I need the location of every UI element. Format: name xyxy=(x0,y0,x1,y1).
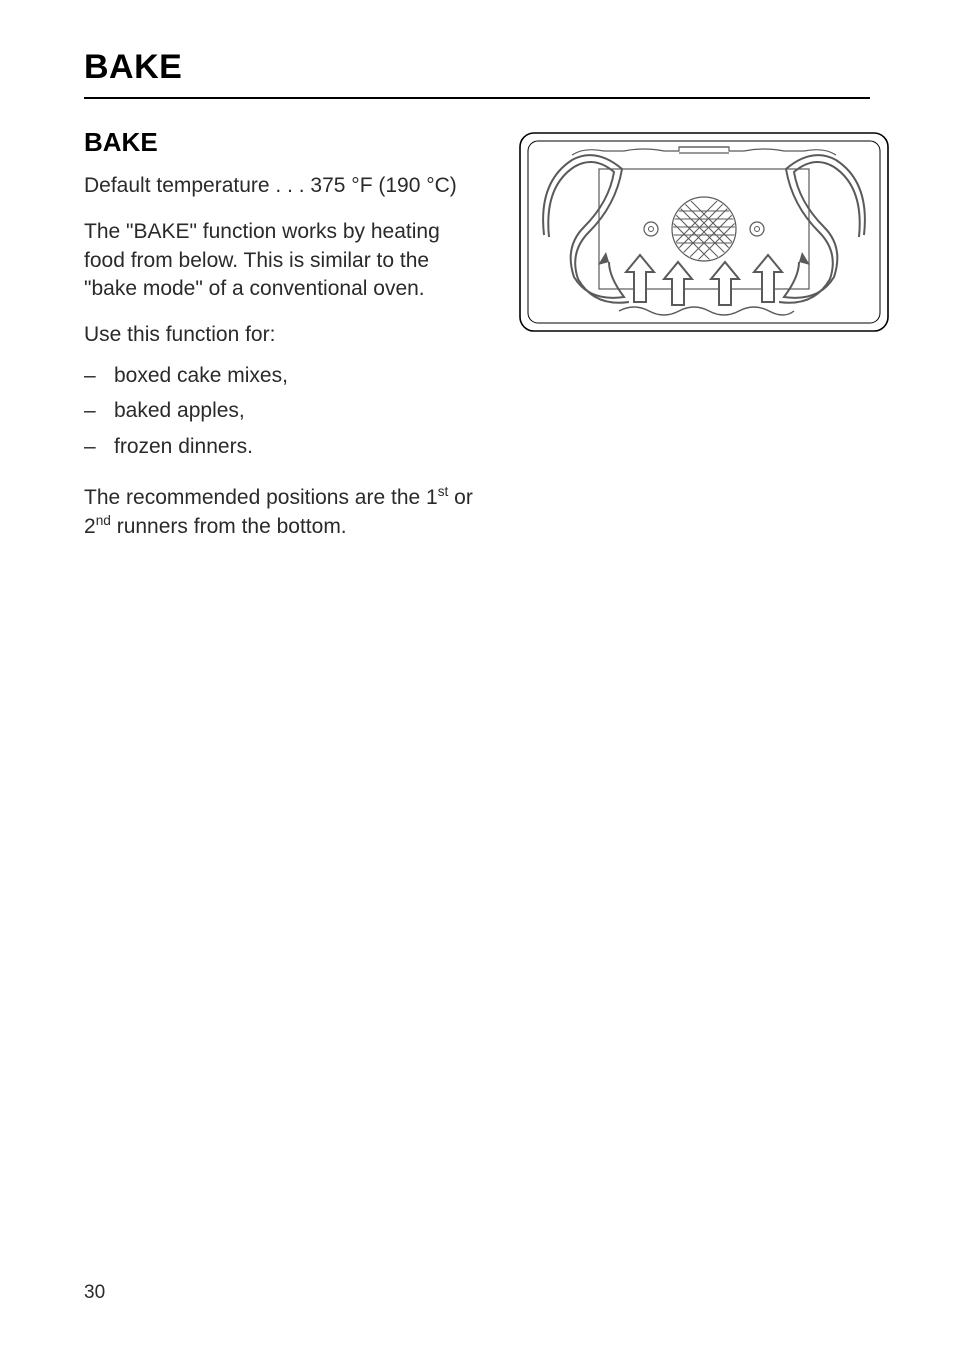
page: BAKE BAKE Default temperature . . . 375 … xyxy=(0,0,954,1352)
chapter-title: BAKE xyxy=(84,48,870,99)
rec-text: runners from the bottom. xyxy=(111,515,347,538)
list-item: boxed cake mixes, xyxy=(84,358,484,394)
list-item: baked apples, xyxy=(84,393,484,429)
function-description: The "BAKE" function works by heating foo… xyxy=(84,218,484,303)
left-column: BAKE Default temperature . . . 375 °F (1… xyxy=(84,127,484,559)
oven-diagram xyxy=(514,127,894,337)
section-heading: BAKE xyxy=(84,127,484,158)
superscript: st xyxy=(438,484,449,499)
page-number: 30 xyxy=(84,1282,105,1304)
superscript: nd xyxy=(96,513,111,528)
use-for-list: boxed cake mixes, baked apples, frozen d… xyxy=(84,358,484,465)
list-item: frozen dinners. xyxy=(84,429,484,465)
right-column xyxy=(514,127,894,559)
recommended-positions: The recommended positions are the 1st or… xyxy=(84,483,484,542)
rec-text: The recommended positions are the 1 xyxy=(84,486,438,509)
content-columns: BAKE Default temperature . . . 375 °F (1… xyxy=(84,127,870,559)
use-for-intro: Use this function for: xyxy=(84,321,484,349)
default-temperature: Default temperature . . . 375 °F (190 °C… xyxy=(84,172,484,200)
